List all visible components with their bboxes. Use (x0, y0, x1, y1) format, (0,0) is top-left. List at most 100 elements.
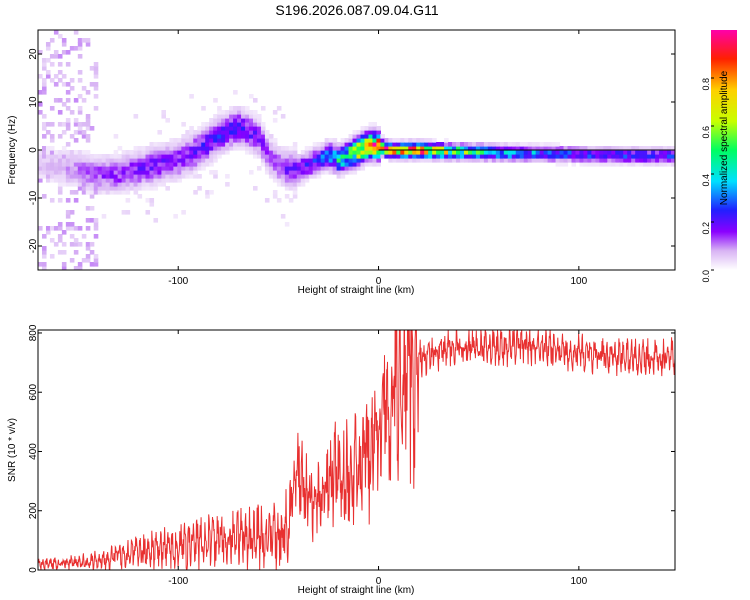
spectrogram-cell (213, 138, 218, 143)
spectrogram-cell (61, 242, 67, 247)
spectrogram-cell (316, 170, 322, 175)
spectrogram-cell (296, 170, 302, 175)
spectrogram-cell (57, 34, 63, 39)
spectrogram-cell (663, 162, 668, 167)
spectrogram-cell (101, 158, 107, 163)
spectrogram-cell (93, 106, 99, 111)
spectrogram-cell (332, 154, 338, 159)
spectrogram-cell (65, 166, 71, 171)
spectrogram-cell (416, 146, 421, 151)
spectrogram-cell (41, 246, 47, 251)
spectrogram-cell (587, 162, 592, 167)
spectrogram-cell (551, 154, 557, 159)
spectrogram-cell (41, 86, 47, 91)
spectrogram-cell (252, 146, 258, 151)
spectrogram-cell (424, 150, 429, 155)
spectrogram-cell (627, 158, 632, 163)
spectrogram-cell (424, 138, 429, 143)
spectrogram-cell (300, 174, 306, 179)
spectrogram-cell (312, 158, 318, 163)
spectrogram-cell (456, 146, 461, 151)
spectrogram-cell (117, 182, 123, 187)
spectrogram-cell (463, 146, 469, 151)
spectrogram-cell (356, 138, 362, 143)
spectrogram-cell (571, 154, 577, 159)
spectrogram-cell (432, 142, 437, 147)
spectrogram-cell (137, 178, 143, 183)
spectrogram-cell (189, 166, 194, 171)
spectrogram-cell (249, 122, 254, 127)
spectrogram-cell (288, 162, 294, 167)
spectrogram-cell (328, 150, 334, 155)
spectrogram-cell (667, 158, 672, 163)
spectrogram-cell (61, 150, 67, 155)
spectrogram-cell (463, 154, 469, 159)
spectrogram-cell (515, 146, 521, 151)
spectrogram-cell (93, 262, 99, 267)
spectrogram-cell (300, 150, 306, 155)
spectrogram-cell (559, 162, 565, 167)
spectrogram-cell (328, 138, 334, 143)
spectrogram-cell (197, 134, 202, 139)
spectrogram-cell (396, 158, 401, 163)
spectrogram-cell (93, 66, 99, 71)
spectrogram-cell (595, 150, 600, 155)
spectrogram-cell (268, 150, 274, 155)
spectrogram-cell (551, 146, 557, 151)
spectrogram-cell (205, 154, 210, 159)
spectrogram-cell (221, 138, 226, 143)
spectrogram-cell (360, 150, 366, 155)
spectrogram-cell (101, 162, 107, 167)
spectrogram-cell (233, 130, 238, 135)
spectrogram-cell (555, 146, 561, 151)
spectrogram-cell (655, 162, 660, 167)
spectrogram-cell (511, 158, 517, 163)
spectrogram-cell (428, 146, 433, 151)
spectrogram-cell (249, 114, 254, 119)
spectrogram-cell (276, 170, 282, 175)
spectrogram-cell (225, 182, 230, 187)
spectrogram-cell (157, 182, 163, 187)
spectrogram-cell (201, 138, 206, 143)
spectrogram-cell (400, 142, 405, 147)
spectrogram-cell (241, 126, 246, 131)
spectrogram-cell (599, 162, 604, 167)
spectrogram-cell (145, 198, 151, 203)
spectrogram-cell (276, 174, 282, 179)
spectrogram-cell (316, 174, 322, 179)
spectrogram-cell (113, 170, 119, 175)
spectrogram-cell (336, 154, 342, 159)
spectrogram-cell (412, 138, 417, 143)
spectrogram-cell (205, 158, 210, 163)
spectrogram-cell (328, 166, 334, 171)
spectrogram-cell (249, 142, 254, 147)
spectrogram-cell (213, 130, 218, 135)
spectrogram-cell (57, 186, 63, 191)
spectrogram-cell (292, 158, 298, 163)
spectrogram-cell (161, 110, 166, 115)
spectrogram-cell (523, 146, 529, 151)
spectrogram-cell (647, 150, 652, 155)
spectrogram-cell (217, 130, 222, 135)
spectrogram-cell (432, 158, 437, 163)
spectrogram-cell (73, 150, 79, 155)
spectrogram-cell (81, 134, 87, 139)
spectrogram-cell (260, 158, 266, 163)
spectrogram-cell (61, 130, 67, 135)
spectrogram-cell (53, 162, 59, 167)
spectrogram-cell (420, 154, 425, 159)
spectrogram-cell (316, 154, 322, 159)
spectrogram-cell (177, 150, 182, 155)
spectrogram-cell (444, 142, 449, 147)
spectrogram-cell (249, 126, 254, 131)
spectrogram-y-tick-label: -20 (28, 238, 39, 253)
spectrogram-cell (173, 146, 178, 151)
spectrogram-cell (296, 174, 302, 179)
spectrogram-cell (81, 190, 87, 195)
spectrogram-cell (591, 154, 596, 159)
spectrogram-cell (213, 154, 218, 159)
spectrogram-cell (77, 174, 83, 179)
spectrogram-cell (567, 158, 573, 163)
spectrogram-cell (57, 98, 63, 103)
spectrogram-cell (292, 162, 298, 167)
